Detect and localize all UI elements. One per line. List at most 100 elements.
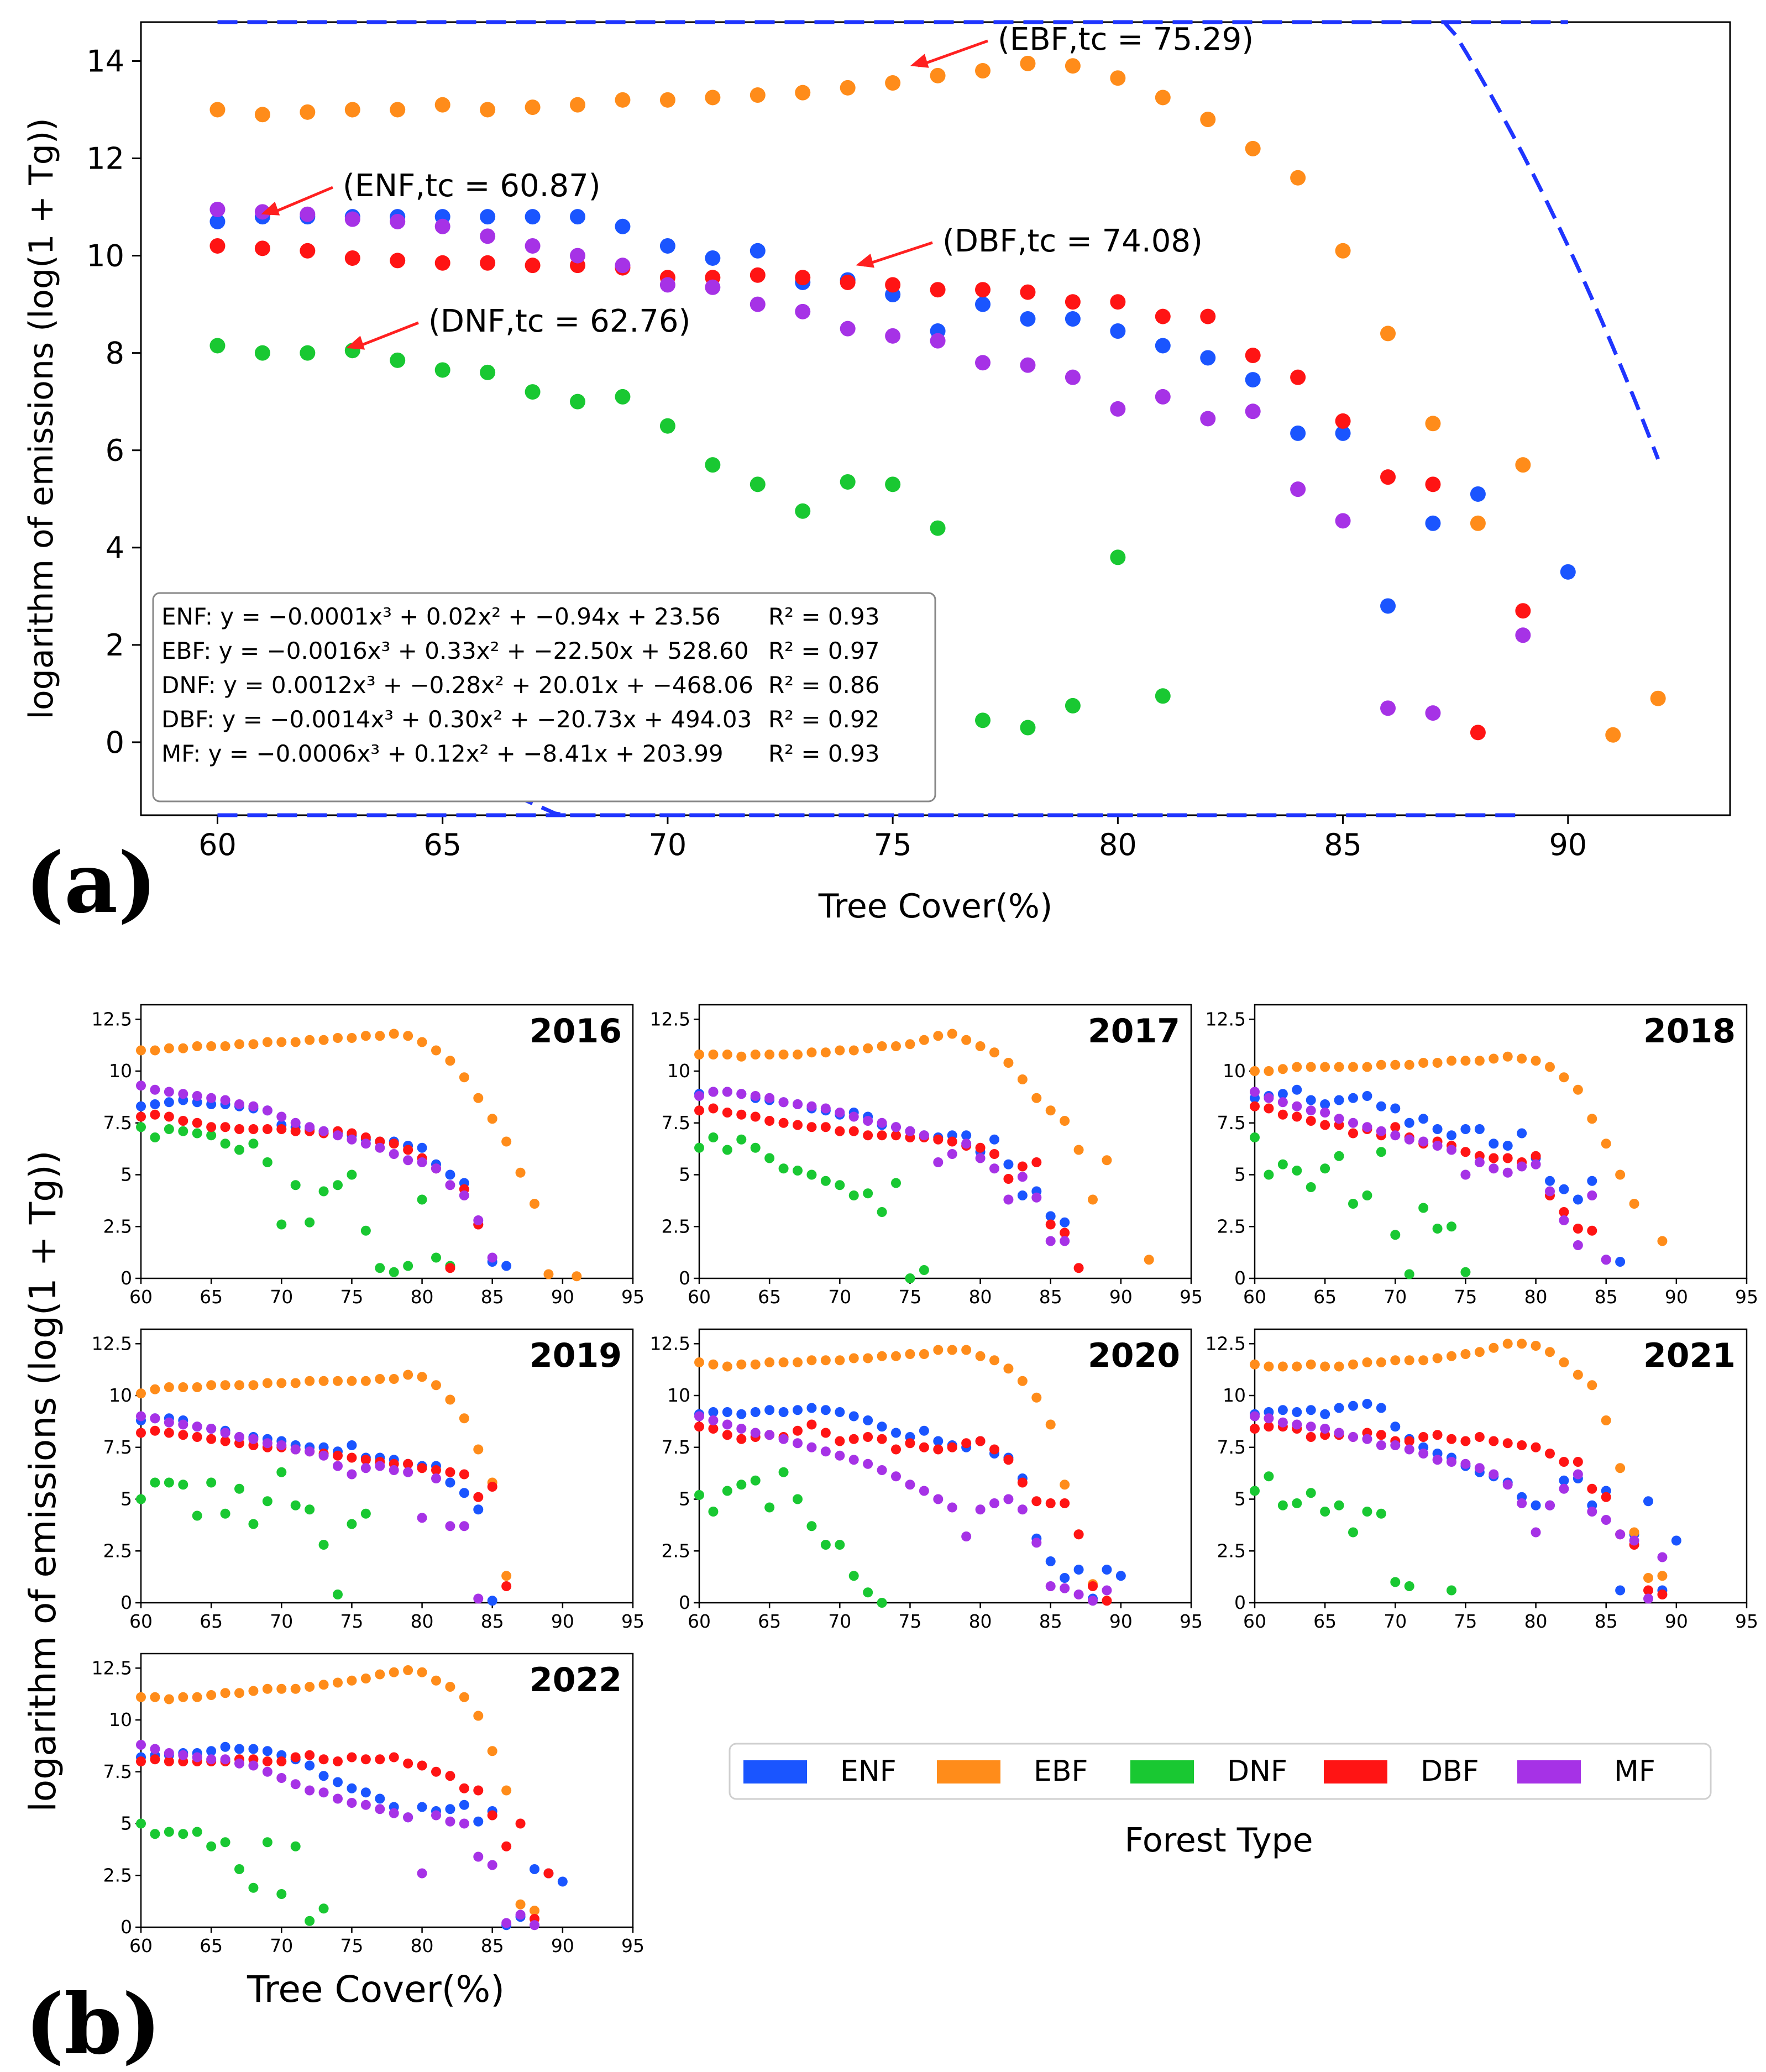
point-ebf xyxy=(1489,1342,1499,1353)
point-mf xyxy=(764,1093,775,1103)
point-ebf xyxy=(1320,1361,1330,1372)
point-ebf xyxy=(572,1271,582,1282)
point-mf xyxy=(1657,1552,1668,1562)
point-mf xyxy=(989,1498,999,1508)
point-ebf xyxy=(1531,1341,1541,1351)
point-dbf xyxy=(919,1442,929,1452)
point-ebf xyxy=(136,1045,146,1056)
point-ebf xyxy=(178,1382,188,1392)
point-ebf xyxy=(300,104,316,120)
y-tick-label: 0 xyxy=(120,1916,132,1938)
x-tick-label: 90 xyxy=(551,1286,574,1308)
year-label: 2021 xyxy=(1643,1336,1736,1375)
point-mf xyxy=(1003,1194,1014,1205)
point-ebf xyxy=(1045,1419,1056,1430)
point-dbf xyxy=(515,1818,526,1829)
point-ebf xyxy=(1657,1571,1668,1581)
point-enf xyxy=(1502,1141,1513,1151)
point-dnf xyxy=(234,1864,244,1874)
point-ebf xyxy=(570,97,586,113)
point-dnf xyxy=(1277,1159,1288,1169)
x-tick-label: 85 xyxy=(481,1935,504,1956)
point-mf xyxy=(1474,1463,1485,1473)
point-dnf xyxy=(1250,1132,1260,1142)
point-enf xyxy=(445,1169,455,1180)
point-mf xyxy=(262,1766,273,1777)
point-mf xyxy=(192,1752,202,1762)
point-dbf xyxy=(501,1841,512,1851)
point-dnf xyxy=(300,345,316,361)
point-enf xyxy=(1073,1565,1084,1575)
point-dbf xyxy=(434,255,450,271)
point-enf xyxy=(445,1804,455,1814)
point-dnf xyxy=(136,1494,146,1504)
point-dbf xyxy=(220,1436,230,1446)
point-ebf xyxy=(764,1357,775,1367)
point-dnf xyxy=(1447,1221,1456,1232)
point-mf xyxy=(1031,1538,1042,1548)
point-dbf xyxy=(795,270,811,286)
x-tick-label: 60 xyxy=(1243,1611,1266,1632)
y-tick-label: 10 xyxy=(109,1384,132,1406)
x-tick-label: 80 xyxy=(411,1286,434,1308)
point-mf xyxy=(300,206,316,222)
point-enf xyxy=(615,218,631,234)
point-mf xyxy=(1643,1593,1653,1604)
point-enf xyxy=(1587,1176,1597,1186)
point-dbf xyxy=(1017,1161,1028,1172)
point-dnf xyxy=(1348,1527,1358,1538)
x-tick-label: 85 xyxy=(481,1611,504,1632)
y-tick-label: 7.5 xyxy=(662,1112,690,1134)
point-enf xyxy=(1643,1496,1653,1507)
point-ebf xyxy=(1531,1056,1541,1066)
point-dnf xyxy=(1390,1577,1401,1587)
point-dnf xyxy=(333,1590,343,1599)
y-tick-label: 12.5 xyxy=(92,1657,132,1678)
point-mf xyxy=(1573,1469,1583,1480)
y-tick-label: 0 xyxy=(1234,1592,1246,1613)
point-dbf xyxy=(961,1438,972,1449)
point-enf xyxy=(1376,1403,1386,1413)
point-dnf xyxy=(1460,1267,1471,1277)
point-mf xyxy=(961,1531,972,1541)
point-dbf xyxy=(930,282,946,298)
point-dbf xyxy=(840,274,856,290)
x-tick-label: 85 xyxy=(1039,1611,1062,1632)
y-tick-label: 2 xyxy=(106,628,124,663)
x-tick-label: 75 xyxy=(1454,1611,1477,1632)
annotation-arrowhead xyxy=(910,54,929,68)
point-enf xyxy=(1404,1118,1414,1128)
point-dbf xyxy=(1073,1263,1084,1273)
point-ebf xyxy=(501,1571,512,1581)
point-ebf xyxy=(1376,1059,1386,1070)
legend-swatch-mf xyxy=(1517,1760,1581,1784)
point-dbf xyxy=(1643,1585,1653,1596)
point-dnf xyxy=(1334,1151,1344,1161)
point-dbf xyxy=(390,253,406,269)
point-mf xyxy=(708,1087,719,1097)
point-dbf xyxy=(1102,1596,1112,1606)
point-ebf xyxy=(863,1353,873,1363)
point-dnf xyxy=(248,1139,259,1149)
point-ebf xyxy=(248,1039,259,1050)
point-ebf xyxy=(1502,1339,1513,1349)
point-dnf xyxy=(1292,1498,1302,1508)
point-dnf xyxy=(434,362,450,378)
point-ebf xyxy=(793,1357,803,1367)
point-dbf xyxy=(1003,1455,1014,1465)
point-ebf xyxy=(905,1039,915,1050)
point-enf xyxy=(961,1130,972,1141)
point-mf xyxy=(1155,389,1171,405)
point-mf xyxy=(445,1521,455,1531)
point-enf xyxy=(570,209,586,225)
point-dnf xyxy=(262,1496,273,1507)
point-dbf xyxy=(694,1421,704,1432)
point-dbf xyxy=(1587,1483,1597,1494)
point-enf xyxy=(1390,1421,1401,1432)
point-dbf xyxy=(1306,1432,1316,1442)
x-tick-label: 65 xyxy=(1313,1611,1337,1632)
point-dbf xyxy=(234,1124,244,1134)
point-dbf xyxy=(248,1124,259,1134)
point-dbf xyxy=(1489,1436,1499,1446)
year-subplot-2020: 60 65 70 75 80 85 90 95 0 2.5 5 7.5 10 12.5 2020 xyxy=(650,1328,1203,1632)
